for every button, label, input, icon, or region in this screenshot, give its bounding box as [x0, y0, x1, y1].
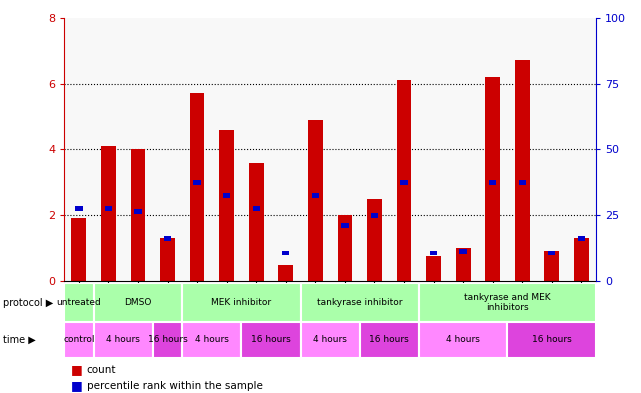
Bar [153, 322, 182, 358]
Bar [456, 248, 470, 281]
Text: 4 hours: 4 hours [313, 336, 347, 344]
Bar [341, 222, 349, 228]
Bar [360, 322, 419, 358]
Bar [312, 193, 319, 198]
Text: tankyrase inhibitor: tankyrase inhibitor [317, 298, 403, 307]
Text: protocol ▶: protocol ▶ [3, 298, 53, 308]
Bar [131, 149, 146, 281]
Bar [426, 256, 441, 281]
Bar [104, 206, 112, 211]
Bar [194, 180, 201, 185]
Bar [430, 251, 437, 255]
Text: 16 hours: 16 hours [369, 336, 409, 344]
Bar [338, 215, 353, 281]
Bar [574, 238, 588, 281]
Bar [485, 77, 500, 281]
Bar [544, 252, 559, 281]
Bar [94, 283, 182, 322]
Bar [548, 251, 556, 255]
Bar [101, 146, 116, 281]
Text: 16 hours: 16 hours [251, 336, 291, 344]
Bar [308, 120, 322, 281]
Bar [401, 180, 408, 185]
Bar [253, 206, 260, 211]
Bar [182, 322, 242, 358]
Bar [508, 322, 596, 358]
Bar [419, 322, 508, 358]
Text: time ▶: time ▶ [3, 335, 36, 345]
Bar [164, 236, 171, 241]
Text: untreated: untreated [56, 298, 101, 307]
Text: 16 hours: 16 hours [532, 336, 572, 344]
Bar [219, 130, 234, 281]
Bar [519, 180, 526, 185]
Bar [223, 193, 230, 198]
Text: 4 hours: 4 hours [195, 336, 229, 344]
Text: DMSO: DMSO [124, 298, 152, 307]
Text: tankyrase and MEK
inhibitors: tankyrase and MEK inhibitors [464, 293, 551, 312]
Text: 4 hours: 4 hours [446, 336, 480, 344]
Bar [460, 249, 467, 254]
Bar [301, 283, 419, 322]
Text: percentile rank within the sample: percentile rank within the sample [87, 381, 262, 391]
Text: ■: ■ [71, 379, 82, 393]
Bar [135, 209, 142, 214]
Bar [419, 283, 596, 322]
Bar [278, 264, 293, 281]
Bar [75, 206, 83, 211]
Bar [370, 213, 378, 218]
Text: ■: ■ [71, 364, 82, 376]
Text: 16 hours: 16 hours [147, 336, 187, 344]
Text: MEK inhibitor: MEK inhibitor [212, 298, 272, 307]
Text: count: count [87, 365, 116, 375]
Bar [182, 283, 301, 322]
Bar [489, 180, 496, 185]
Bar [367, 199, 382, 281]
Bar [160, 238, 175, 281]
Bar [64, 283, 94, 322]
Bar [249, 162, 263, 281]
Text: 4 hours: 4 hours [106, 336, 140, 344]
Bar [282, 251, 290, 255]
Bar [301, 322, 360, 358]
Bar [515, 61, 529, 281]
Bar [190, 94, 204, 281]
Bar [397, 80, 412, 281]
Text: control: control [63, 336, 95, 344]
Bar [94, 322, 153, 358]
Bar [578, 236, 585, 241]
Bar [72, 219, 87, 281]
Bar [64, 322, 94, 358]
Bar [242, 322, 301, 358]
